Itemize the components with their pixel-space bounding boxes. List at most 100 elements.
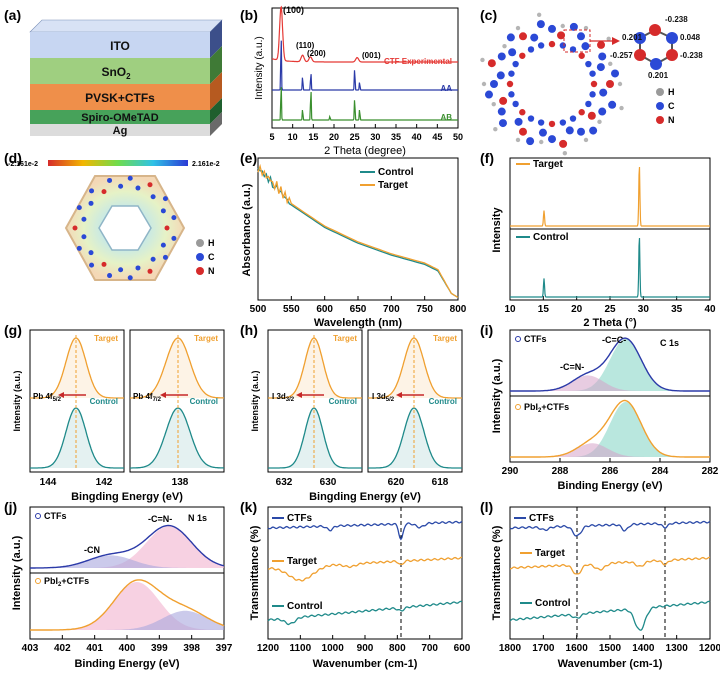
tick-label: 290 bbox=[502, 466, 519, 477]
panel-j: (j) Intensity (a.u.) 403 402 401 400 399 398 3… bbox=[4, 499, 233, 670]
chart-l-lines bbox=[509, 507, 711, 639]
atom bbox=[171, 215, 177, 221]
series-line-1 bbox=[510, 237, 710, 298]
tick-label: 1300 bbox=[666, 643, 689, 654]
series-line-1 bbox=[257, 163, 459, 298]
esp-max: 2.161e-2 bbox=[192, 161, 220, 168]
control-peak bbox=[268, 407, 362, 469]
label-control: Control bbox=[287, 601, 323, 612]
atom bbox=[565, 126, 574, 135]
tick-label: 25 bbox=[350, 132, 360, 142]
panel-g: (g) Intensity (a.u.) 144 142 138 Bingdin… bbox=[4, 322, 225, 503]
atom-h bbox=[502, 43, 507, 49]
tick: 632 bbox=[276, 477, 293, 488]
panel-b: (b) Intensity (a.u.) 5 10 15 20 25 30 35 40 45 50… bbox=[240, 5, 463, 157]
atom bbox=[160, 242, 166, 248]
chart-l-frame bbox=[509, 506, 711, 640]
atom bbox=[569, 115, 577, 122]
chart-j-lines bbox=[30, 524, 225, 631]
layer-ag bbox=[30, 124, 210, 136]
atom bbox=[608, 100, 617, 109]
envelope-1 bbox=[510, 399, 710, 458]
peak-label-001: (001) bbox=[362, 51, 381, 60]
tick-label: 1500 bbox=[599, 643, 622, 654]
peak-cn2: -C=N- bbox=[148, 514, 172, 524]
chart-l-xlabel: Wavenumber (cm-1) bbox=[558, 658, 663, 670]
charge-label: -0.238 bbox=[680, 51, 703, 60]
atom-h bbox=[515, 137, 521, 143]
chart-j-xlabel: Binding Energy (eV) bbox=[74, 658, 179, 670]
atom bbox=[578, 52, 585, 59]
label-target: Target bbox=[433, 334, 457, 343]
svg-text:Target: Target bbox=[378, 180, 408, 191]
layer-pvsk-label: PVSK+CTFs bbox=[85, 91, 155, 105]
target-peak bbox=[130, 337, 225, 399]
atom-h bbox=[619, 105, 624, 111]
series-pbi2-ctfs: PbI2+CTFs bbox=[44, 576, 89, 588]
label-ctfs: CTFs bbox=[529, 513, 554, 524]
series-label-ab: AB bbox=[440, 113, 452, 122]
atom bbox=[508, 91, 515, 98]
atom-h bbox=[539, 139, 544, 145]
peak-label-100: (100) bbox=[283, 5, 304, 15]
series-line-0 bbox=[510, 166, 710, 227]
atom bbox=[559, 119, 567, 126]
chart-h-xlabel: Bingding Energy (eV) bbox=[309, 491, 421, 503]
panel-i: (i) Intensity (a.u.) 290 288 286 284 282 Bin… bbox=[480, 322, 719, 492]
atom bbox=[497, 107, 506, 116]
tick-label: 750 bbox=[416, 304, 433, 315]
atom-h bbox=[491, 101, 496, 107]
atom bbox=[589, 126, 598, 135]
tick-label: 35 bbox=[391, 132, 401, 142]
chart-b-xlabel: 2 Theta (degree) bbox=[324, 145, 406, 157]
atom bbox=[484, 90, 493, 99]
zoom-fragment: -0.238 0.201 0.048 -0.257 -0.238 0.201 bbox=[610, 15, 703, 80]
panel-g-letter: (g) bbox=[4, 322, 22, 338]
label-target: Target bbox=[535, 548, 565, 559]
chart-e-xticks: 500 550 600 650 700 750 800 bbox=[250, 296, 467, 315]
atom bbox=[585, 60, 592, 68]
chart-f-xticks: 10 15 20 25 30 35 40 bbox=[504, 296, 716, 315]
tick-label: 1800 bbox=[499, 643, 522, 654]
atom bbox=[101, 261, 107, 267]
charge-label: -0.238 bbox=[665, 15, 688, 24]
shift-arrow-head bbox=[58, 392, 64, 398]
panel-j-letter: (j) bbox=[4, 499, 17, 515]
panel-i-letter: (i) bbox=[480, 322, 493, 338]
chart-h-lines bbox=[268, 335, 462, 470]
atom bbox=[587, 111, 596, 120]
chart-j-ylabel: Intensity (a.u.) bbox=[11, 535, 23, 610]
atom-h bbox=[583, 137, 589, 143]
tick-label: 900 bbox=[357, 643, 374, 654]
chart-f-control: Control bbox=[533, 232, 569, 243]
label-target: Target bbox=[194, 334, 218, 343]
atom bbox=[538, 128, 547, 137]
atom bbox=[89, 262, 95, 268]
atom bbox=[519, 32, 527, 41]
tick-label: 1100 bbox=[289, 643, 311, 654]
envelope-1 bbox=[30, 579, 225, 631]
chart-i-lines bbox=[510, 337, 710, 458]
target-peak-fill bbox=[268, 338, 362, 398]
atom bbox=[81, 234, 87, 240]
atom bbox=[519, 52, 526, 59]
tick-label: 30 bbox=[370, 132, 380, 142]
spectrum-2 bbox=[509, 600, 711, 631]
chart-h-right bbox=[367, 329, 463, 473]
target-peak-fill bbox=[368, 338, 462, 398]
envelope-0 bbox=[30, 524, 225, 569]
charge-label: 0.201 bbox=[648, 71, 669, 80]
component-fill bbox=[30, 610, 224, 630]
target-peak-fill bbox=[30, 338, 124, 398]
chart-i-xticks: 290 288 286 284 282 bbox=[502, 458, 719, 477]
atom-h bbox=[560, 23, 565, 29]
atom bbox=[596, 63, 605, 72]
chart-h-ylabel: Intensity (a.u.) bbox=[250, 370, 260, 431]
atom bbox=[526, 137, 535, 146]
atom bbox=[559, 139, 568, 148]
tick-label: 550 bbox=[283, 304, 300, 315]
atom bbox=[569, 22, 578, 31]
atom bbox=[497, 52, 506, 61]
chart-i-title: C 1s bbox=[660, 338, 679, 348]
atom bbox=[118, 183, 124, 189]
